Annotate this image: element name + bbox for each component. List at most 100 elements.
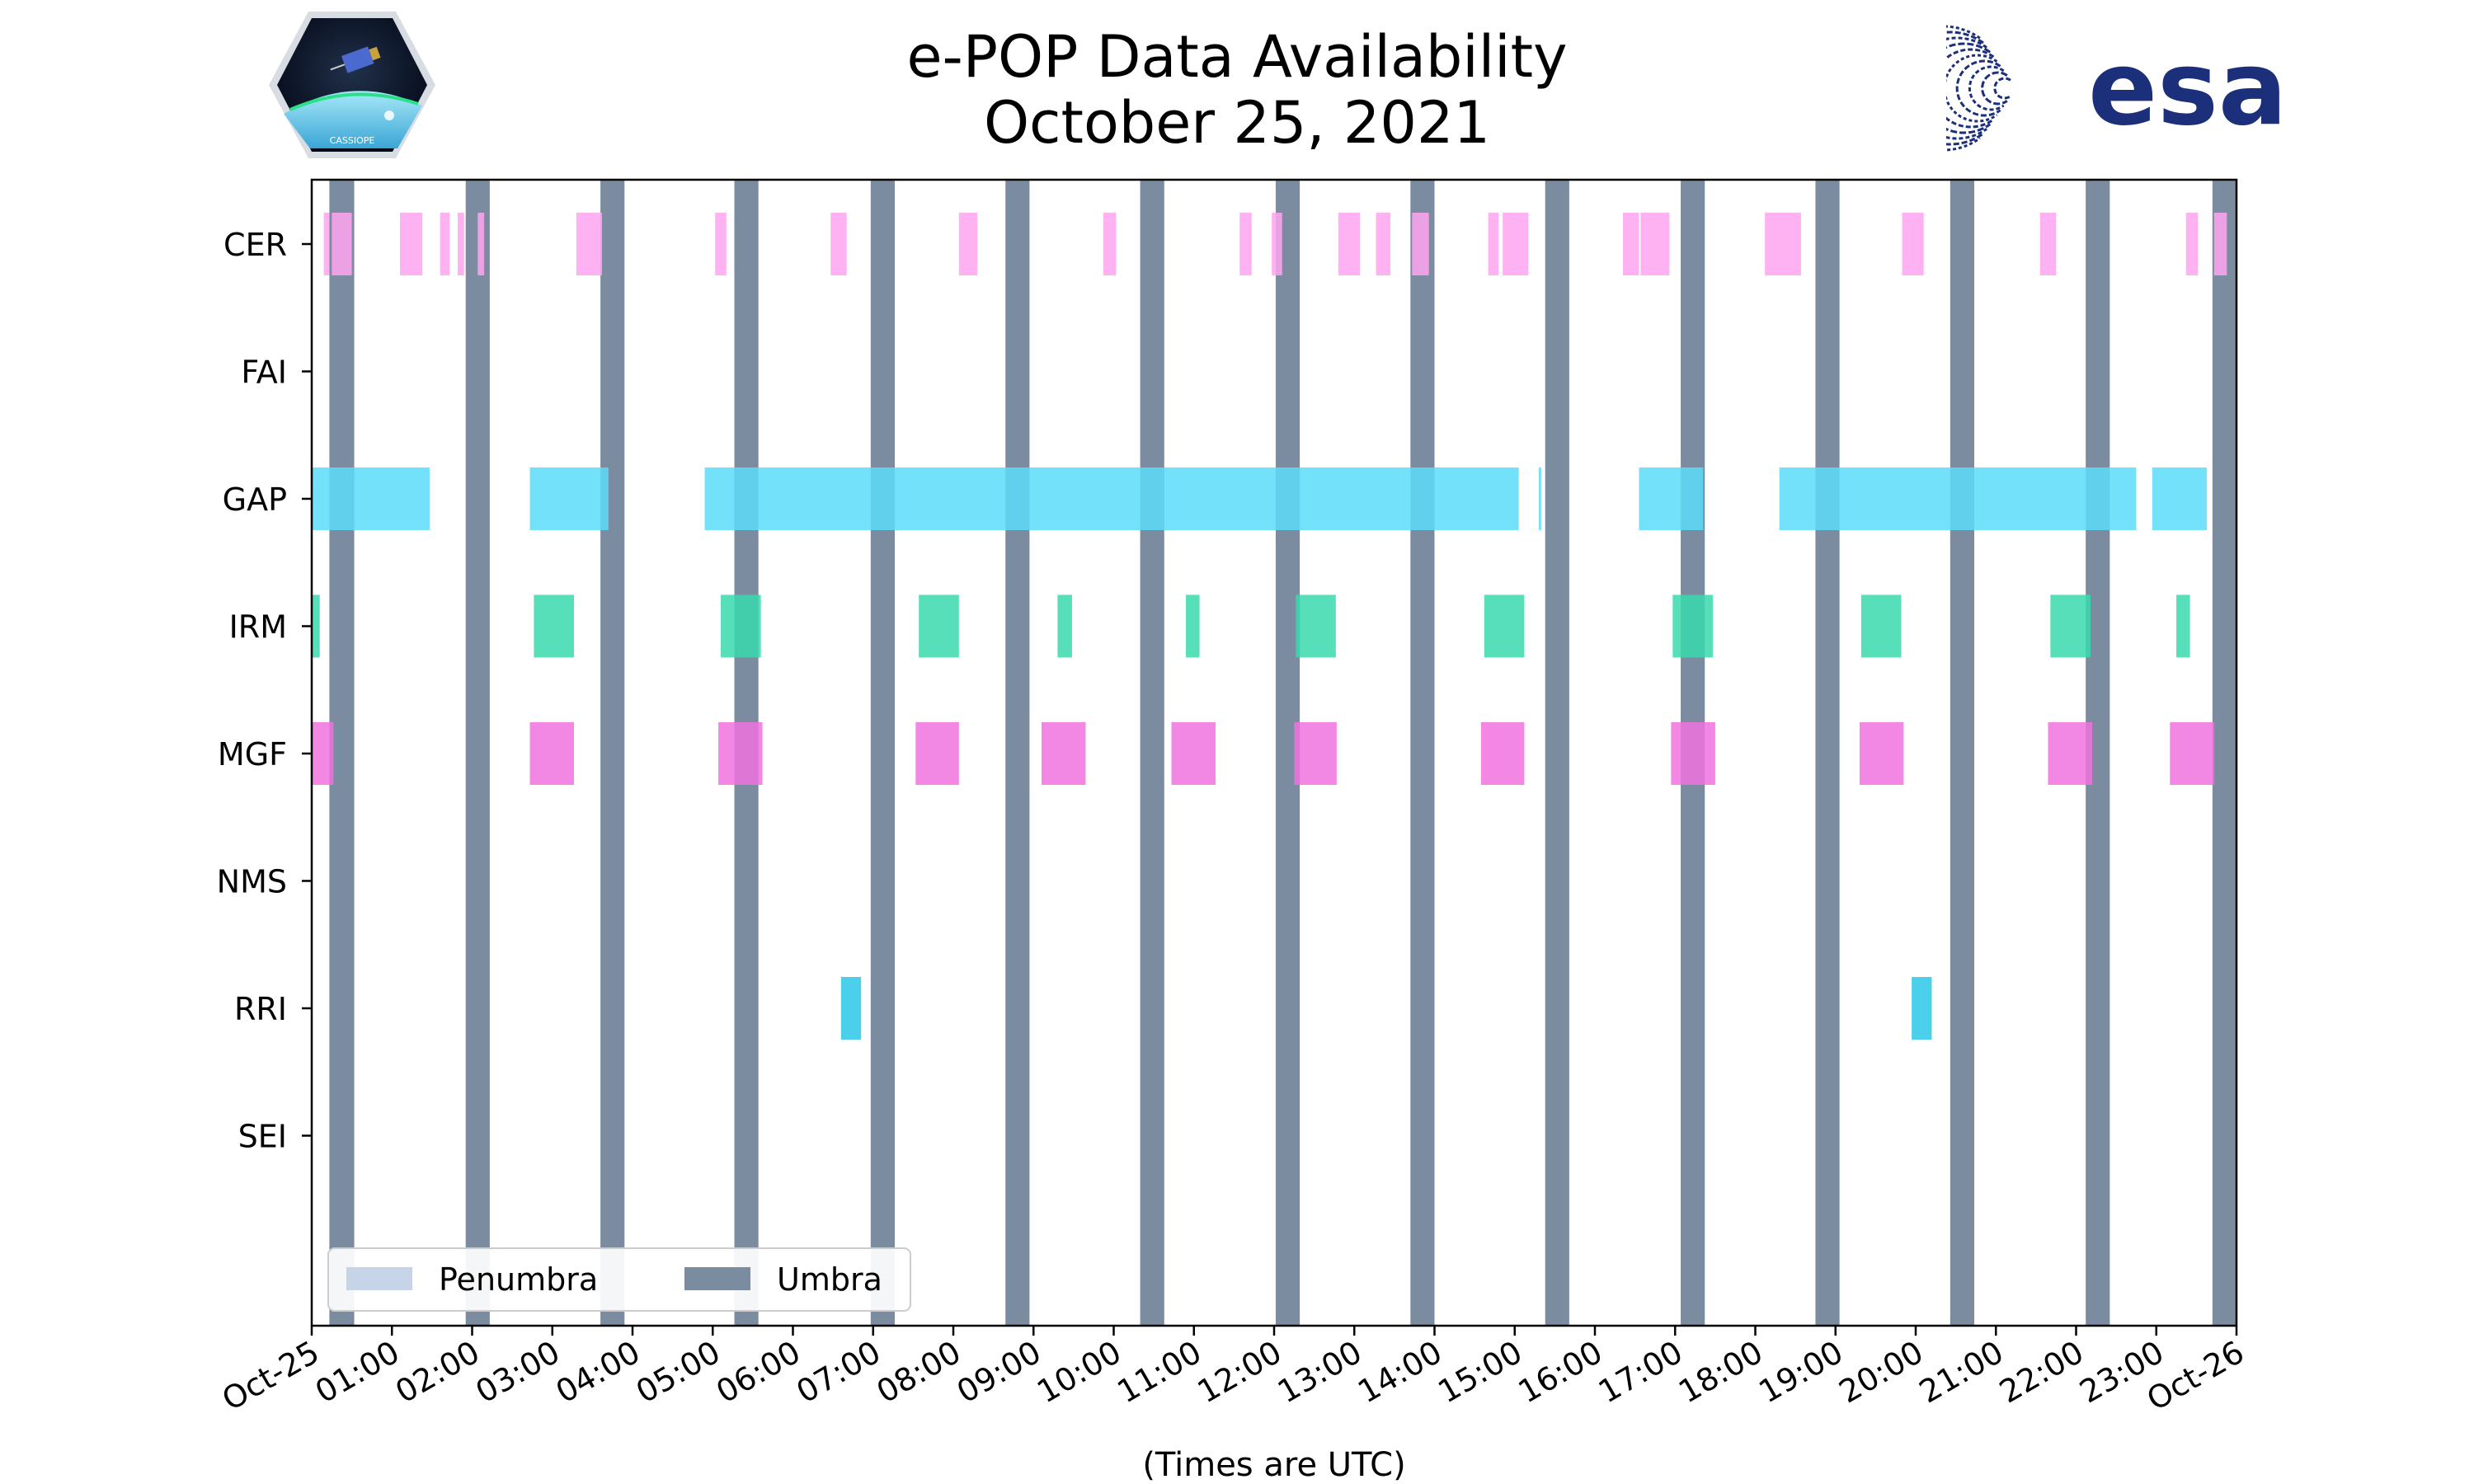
x-tick-label: 17:00	[1592, 1334, 1689, 1411]
esa-swirl-arc	[1946, 48, 1995, 129]
umbra-band	[1140, 180, 1164, 1326]
umbra-band	[1410, 180, 1435, 1326]
data-bar-cer	[1376, 213, 1391, 275]
data-bar-cer	[1103, 213, 1117, 275]
data-bar-irm	[534, 594, 575, 658]
x-tick-label: 19:00	[1752, 1334, 1849, 1411]
x-tick-label: 10:00	[1031, 1334, 1127, 1411]
x-tick-label: 07:00	[790, 1334, 887, 1411]
x-tick-label: 22:00	[1993, 1334, 2090, 1411]
umbra-band	[329, 180, 355, 1326]
esa-wordmark: esa	[2088, 30, 2288, 148]
chart-title: e-POP Data Availability	[906, 23, 1568, 91]
umbra-band	[2212, 180, 2236, 1326]
x-tick-label: Oct-25	[216, 1334, 326, 1418]
data-bar-mgf	[1671, 722, 1715, 785]
y-tick-label: MGF	[218, 736, 287, 773]
data-bar-rri	[840, 977, 862, 1040]
data-bar-irm	[312, 594, 320, 658]
esa-swirl-arc	[1968, 65, 2005, 111]
data-bar-cer	[1640, 213, 1670, 275]
data-bar-mgf	[2170, 722, 2214, 785]
data-bar-mgf	[915, 722, 959, 785]
data-bar-gap	[2152, 467, 2208, 530]
legend-label: Penumbra	[439, 1261, 598, 1298]
y-tick-label: GAP	[223, 481, 287, 518]
data-bar-cer	[1239, 213, 1252, 275]
esa-logo: esa	[1946, 25, 2288, 152]
data-bar-gap	[1779, 467, 1916, 530]
esa-swirl-arc	[1946, 54, 1998, 123]
x-tick-label: 14:00	[1352, 1334, 1448, 1411]
legend-label: Umbra	[777, 1261, 882, 1298]
y-axis: CER FAI GAP IRM MGF NMS RRI SEI	[217, 227, 312, 1155]
data-bar-cer	[715, 213, 727, 275]
legend-swatch	[346, 1267, 412, 1290]
data-bar-cer	[457, 213, 464, 275]
data-bar-mgf	[312, 722, 334, 785]
x-tick-label: 21:00	[1913, 1334, 2010, 1411]
esa-swirl-arc	[1993, 77, 2011, 100]
data-bar-mgf	[529, 722, 575, 785]
umbra-band	[870, 180, 896, 1326]
data-bar-cer	[2213, 213, 2227, 275]
data-bar-cer	[576, 213, 603, 275]
data-bar-gap	[1538, 467, 1541, 530]
x-tick-label: 15:00	[1432, 1334, 1528, 1411]
x-tick-label: 01:00	[309, 1334, 406, 1411]
esa-swirl-arc	[1946, 31, 1984, 146]
data-bar-irm	[1860, 594, 1902, 658]
x-tick-label: 03:00	[469, 1334, 566, 1411]
chart-subtitle: October 25, 2021	[983, 89, 1491, 157]
data-bar-cer	[399, 213, 423, 275]
data-bar-gap	[1916, 467, 2137, 530]
data-bar-irm	[919, 594, 959, 658]
umbra-layer	[329, 180, 2236, 1326]
x-tick-label: 09:00	[951, 1334, 1047, 1411]
data-bar-irm	[1484, 594, 1525, 658]
data-bar-cer	[1503, 213, 1529, 275]
y-tick-label: NMS	[217, 864, 287, 900]
data-bar-rri	[1912, 977, 1932, 1040]
epop-mission-logo: CASSIOPE	[269, 12, 435, 158]
y-tick-label: SEI	[238, 1119, 287, 1155]
x-tick-label: 16:00	[1512, 1334, 1609, 1411]
esa-swirl-mark	[1946, 25, 2011, 152]
y-tick-label: CER	[223, 227, 287, 263]
data-bar-cer	[477, 213, 485, 275]
data-bar-cer	[323, 213, 330, 275]
y-tick-label: RRI	[234, 991, 287, 1027]
data-bar-cer	[830, 213, 847, 275]
esa-swirl-arc	[1946, 42, 1992, 134]
x-tick-label: 05:00	[630, 1334, 727, 1411]
data-bar-gap	[1639, 467, 1704, 530]
data-bar-cer	[1623, 213, 1639, 275]
x-tick-label: 13:00	[1272, 1334, 1368, 1411]
epop-logo-caption: CASSIOPE	[330, 135, 375, 146]
data-bar-cer	[2185, 213, 2199, 275]
data-bar-mgf	[1859, 722, 1904, 785]
x-tick-label: 04:00	[550, 1334, 647, 1411]
x-tick-label: 20:00	[1833, 1334, 1930, 1411]
data-bar-irm	[1186, 594, 1200, 658]
data-bar-cer	[1338, 213, 1361, 275]
umbra-band	[1545, 180, 1569, 1326]
x-axis-label: (Times are UTC)	[1142, 1446, 1405, 1484]
x-tick-label: 06:00	[710, 1334, 807, 1411]
data-bar-mgf	[1294, 722, 1337, 785]
data-bar-cer	[1902, 213, 1924, 275]
umbra-band	[1005, 180, 1030, 1326]
y-tick-label: IRM	[229, 609, 287, 646]
x-tick-label: 08:00	[871, 1334, 967, 1411]
data-bar-irm	[2050, 594, 2091, 658]
data-bar-irm	[1672, 594, 1713, 658]
data-bar-gap	[704, 467, 1519, 530]
bars-layer	[312, 213, 2227, 1040]
data-bar-gap	[312, 467, 430, 530]
y-tick-label: FAI	[241, 355, 287, 391]
x-tick-label: 18:00	[1672, 1334, 1769, 1411]
data-bar-mgf	[1171, 722, 1216, 785]
umbra-band	[1815, 180, 1840, 1326]
data-bar-cer	[1412, 213, 1429, 275]
